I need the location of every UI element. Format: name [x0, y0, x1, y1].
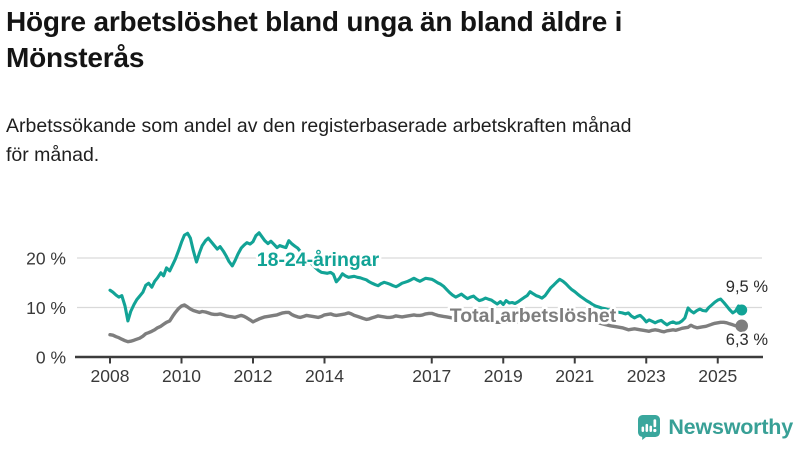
x-axis-tick-label: 2017: [412, 366, 451, 386]
brand-wordmark: Newsworthy: [668, 415, 793, 439]
series-end-value-label: 9,5 %: [726, 278, 769, 296]
series-end-dot-total: [735, 319, 749, 333]
x-axis-tick-label: 2025: [698, 366, 737, 386]
subtitle-line-1: Arbetssökande som andel av den registerb…: [6, 114, 632, 137]
series-end-value-label: 6,3 %: [726, 331, 769, 349]
x-axis-tick-label: 2010: [162, 366, 201, 386]
bar-chart-speech-bubble-icon: [638, 415, 661, 440]
series-end-dot-young: [736, 304, 748, 316]
series-line-total: [108, 303, 744, 344]
x-axis-tick-label: 2023: [627, 366, 666, 386]
series-label: Total arbetslöshet: [450, 305, 617, 327]
series-line-young: [108, 231, 744, 327]
chart-subtitle: Arbetssökande som andel av den registerb…: [6, 112, 790, 171]
unemployment-line-chart: 0 % 10 % 20 % 2008 2010 2012 2014 2017 2019 2021 2…: [26, 231, 770, 386]
page-title: Högre arbetslöshet bland unga än bland ä…: [6, 4, 790, 76]
x-axis-tick-label: 2008: [91, 366, 130, 386]
x-axis-tick-label: 2019: [484, 366, 523, 386]
y-axis-tick-label: 10 %: [26, 298, 66, 318]
chart-header: Högre arbetslöshet bland unga än bland ä…: [0, 0, 800, 170]
title-line-2: Mönsterås: [6, 41, 145, 73]
series-label: 18-24-åringar: [257, 248, 380, 271]
title-line-1: Högre arbetslöshet bland unga än bland ä…: [6, 6, 623, 37]
y-axis-tick-label: 20 %: [26, 249, 66, 269]
y-axis-tick-label: 0 %: [36, 348, 66, 368]
subtitle-line-2: för månad.: [6, 143, 100, 166]
newsworthy-logo: Newsworthy: [638, 415, 793, 440]
x-axis-tick-label: 2012: [234, 366, 273, 386]
x-axis-tick-label: 2021: [555, 366, 594, 386]
x-axis-tick-label: 2014: [305, 366, 344, 386]
